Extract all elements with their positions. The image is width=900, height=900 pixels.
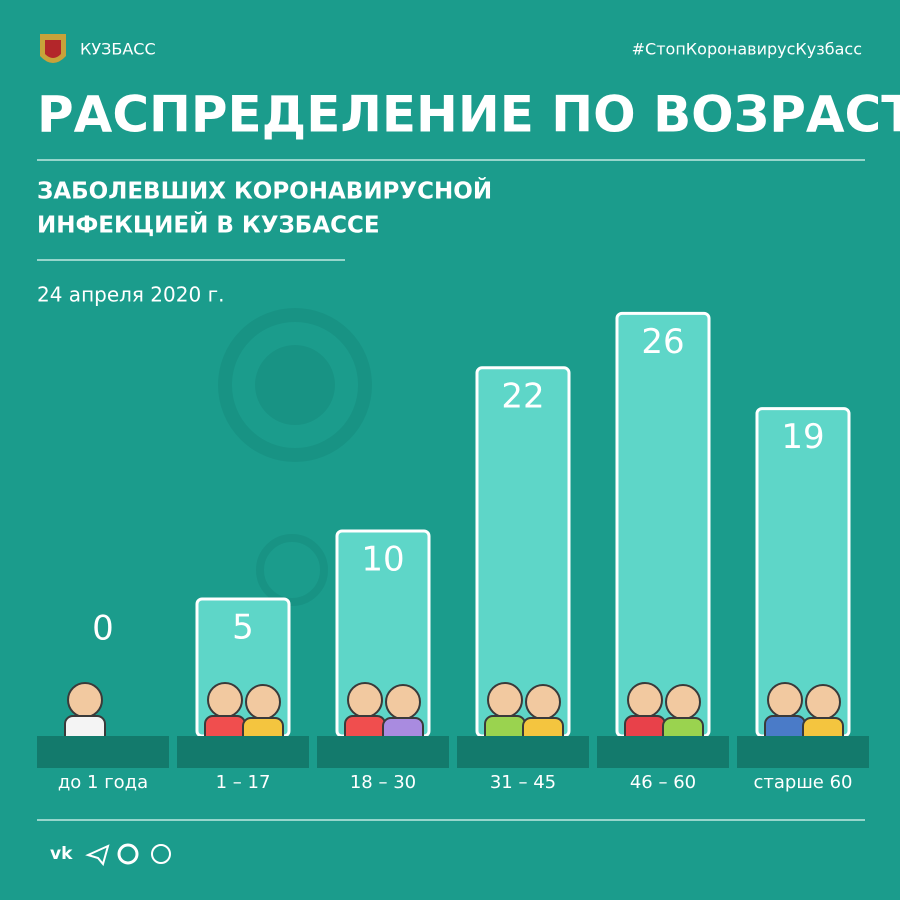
- subtitle: ИНФЕКЦИЕЙ В КУЗБАССЕ: [37, 211, 380, 239]
- value-label: 10: [361, 540, 404, 580]
- icon-head: [67, 682, 103, 718]
- x-tick-label: до 1 года: [58, 772, 148, 793]
- icon-head: [347, 682, 383, 718]
- vk-icon[interactable]: vk: [50, 844, 73, 864]
- x-tick-label: 31 – 45: [490, 772, 556, 793]
- hashtag[interactable]: #СтопКоронавирусКузбасс: [632, 40, 862, 59]
- icon-head: [385, 684, 421, 720]
- value-label: 26: [641, 322, 684, 362]
- x-tick-label: 46 – 60: [630, 772, 696, 793]
- icon-head: [525, 684, 561, 720]
- bar: [615, 311, 711, 738]
- value-label: 22: [501, 376, 544, 416]
- icon-head: [245, 684, 281, 720]
- value-label: 19: [781, 417, 824, 457]
- category-band: [457, 736, 589, 768]
- subtitle: ЗАБОЛЕВШИХ КОРОНАВИРУСНОЙ: [37, 177, 492, 205]
- category-band: [177, 736, 309, 768]
- x-tick-label: 18 – 30: [350, 772, 416, 793]
- date: 24 апреля 2020 г.: [37, 283, 224, 307]
- category-band: [737, 736, 869, 768]
- x-tick-label: 1 – 17: [216, 772, 271, 793]
- value-label: 0: [92, 609, 114, 649]
- bar: [755, 407, 851, 738]
- icon-head: [627, 682, 663, 718]
- plot: 0 до 1 года 5 1 – 17 10 18 – 30 22 31 – 45 26 46 …: [37, 311, 869, 793]
- virus-decoration: [218, 308, 372, 606]
- icon-head: [665, 684, 701, 720]
- category-band: [597, 736, 729, 768]
- icon-head: [767, 682, 803, 718]
- value-label: 5: [232, 608, 254, 648]
- bar: [475, 366, 571, 738]
- chart-title: РАСПРЕДЕЛЕНИЕ ПО ВОЗРАСТУ: [37, 86, 900, 144]
- icon-head: [207, 682, 243, 718]
- category-band: [37, 736, 169, 768]
- icon-head: [487, 682, 523, 718]
- social-icons[interactable]: vk: [50, 843, 171, 867]
- icon-head: [805, 684, 841, 720]
- x-tick-label: старше 60: [753, 772, 852, 793]
- logo: [40, 34, 66, 63]
- category-band: [317, 736, 449, 768]
- brand: КУЗБАСС: [80, 40, 156, 59]
